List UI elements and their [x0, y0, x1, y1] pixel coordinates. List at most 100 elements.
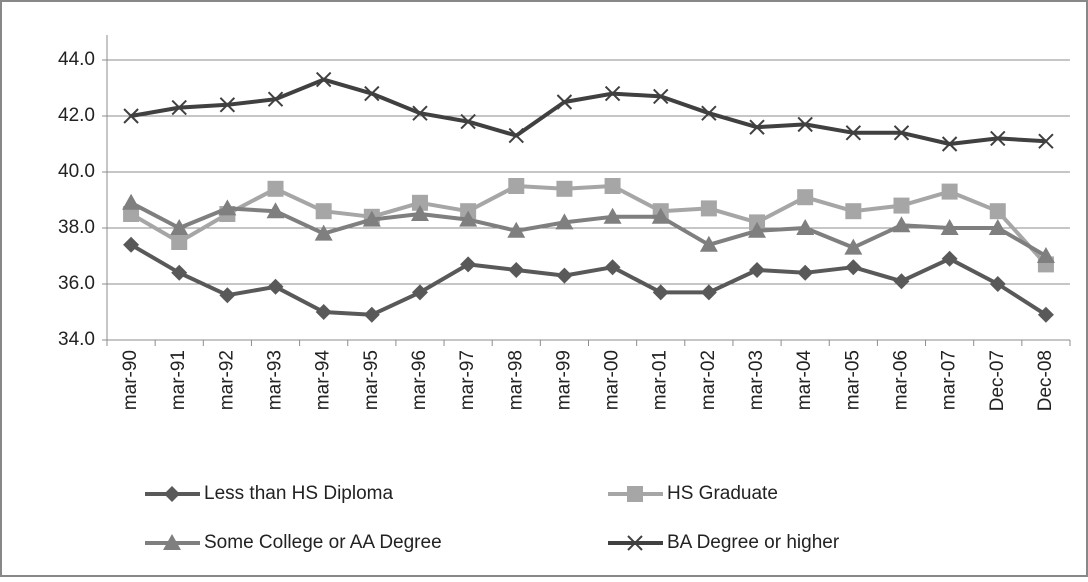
- legend-label: BA Degree or higher: [667, 532, 840, 553]
- marker: [508, 127, 524, 144]
- marker: [364, 85, 380, 102]
- marker: [267, 180, 284, 197]
- x-tick-label: mar-98: [505, 350, 526, 410]
- marker: [315, 71, 332, 88]
- marker: [749, 262, 766, 278]
- x-tick-label: mar-05: [842, 350, 863, 410]
- marker: [362, 210, 381, 227]
- marker: [123, 108, 139, 124]
- marker: [556, 180, 573, 197]
- marker: [1037, 306, 1054, 323]
- marker: [797, 264, 814, 281]
- marker: [171, 99, 187, 116]
- marker: [266, 202, 285, 219]
- marker: [411, 194, 428, 211]
- legend-label: HS Graduate: [667, 483, 778, 504]
- series-line: [130, 77, 1047, 146]
- marker: [797, 189, 814, 206]
- x-tick-label: mar-93: [265, 350, 286, 410]
- marker: [1036, 247, 1055, 263]
- marker: [845, 203, 862, 220]
- marker: [218, 199, 237, 216]
- marker: [410, 205, 429, 221]
- x-tick-label: mar-04: [794, 350, 815, 411]
- marker: [652, 284, 669, 301]
- marker: [163, 534, 181, 550]
- marker: [460, 256, 477, 273]
- x-tick-label: mar-00: [602, 350, 623, 410]
- marker: [940, 219, 959, 235]
- marker: [604, 85, 621, 102]
- marker: [748, 221, 767, 238]
- marker: [219, 97, 236, 113]
- marker: [267, 278, 284, 295]
- marker: [507, 221, 526, 238]
- x-tick-label: mar-92: [216, 350, 237, 410]
- y-tick-label: 38.0: [58, 217, 95, 238]
- marker: [460, 113, 476, 130]
- marker: [699, 235, 718, 252]
- marker: [1038, 133, 1054, 149]
- marker: [941, 183, 958, 200]
- marker: [508, 262, 525, 278]
- x-tick-label: mar-95: [361, 350, 382, 410]
- marker: [604, 178, 621, 194]
- marker: [893, 197, 910, 214]
- marker: [988, 219, 1007, 235]
- x-tick-label: mar-02: [698, 350, 719, 410]
- legend-label: Some College or AA Degree: [204, 532, 442, 553]
- y-tick-label: 44.0: [58, 49, 95, 70]
- x-tick-label: Dec-08: [1035, 350, 1056, 411]
- marker: [627, 486, 643, 502]
- marker: [315, 304, 332, 320]
- x-tick-label: mar-90: [120, 350, 141, 410]
- marker: [651, 207, 670, 224]
- marker: [941, 250, 958, 267]
- marker: [749, 119, 765, 135]
- x-tick-label: mar-97: [457, 350, 478, 410]
- x-tick-label: mar-96: [409, 350, 430, 410]
- marker: [844, 238, 863, 255]
- marker: [412, 105, 428, 121]
- marker: [990, 130, 1006, 147]
- series-line: [130, 184, 1048, 266]
- marker: [892, 216, 911, 233]
- y-tick-label: 34.0: [58, 329, 95, 350]
- marker: [845, 125, 862, 141]
- marker: [315, 203, 332, 220]
- marker: [556, 267, 573, 284]
- legend-label: Less than HS Diploma: [204, 483, 393, 504]
- y-tick-label: 42.0: [58, 105, 95, 126]
- x-tick-label: mar-01: [650, 350, 671, 410]
- x-tick-label: mar-07: [939, 350, 960, 410]
- x-tick-label: mar-91: [168, 350, 189, 410]
- marker: [627, 535, 643, 551]
- marker: [701, 105, 717, 121]
- marker: [845, 259, 862, 276]
- marker: [459, 210, 478, 227]
- series-line: [130, 201, 1047, 258]
- marker: [556, 94, 573, 110]
- marker: [700, 200, 717, 217]
- marker: [123, 206, 140, 222]
- marker: [508, 178, 525, 194]
- marker: [314, 224, 333, 241]
- marker: [603, 207, 622, 224]
- marker: [123, 236, 140, 253]
- y-tick-label: 40.0: [58, 161, 95, 182]
- marker: [700, 284, 717, 301]
- marker: [122, 193, 141, 210]
- marker: [796, 219, 815, 235]
- x-tick-label: mar-94: [313, 350, 334, 411]
- marker: [171, 264, 188, 281]
- series-line: [130, 243, 1048, 317]
- marker: [989, 276, 1006, 292]
- x-tick-label: Dec-07: [987, 350, 1008, 411]
- marker: [267, 91, 284, 107]
- x-tick-label: mar-03: [746, 350, 767, 410]
- marker: [989, 203, 1006, 220]
- marker: [164, 486, 180, 502]
- x-tick-label: mar-99: [553, 350, 574, 410]
